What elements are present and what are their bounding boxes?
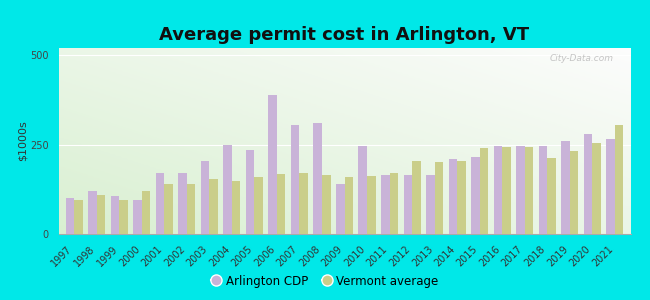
Bar	[133, 200, 142, 234]
Bar	[426, 175, 435, 234]
Bar	[412, 161, 421, 234]
Bar	[277, 174, 285, 234]
Bar	[142, 191, 150, 234]
Bar	[561, 141, 569, 234]
Bar	[457, 161, 465, 234]
Bar	[615, 125, 623, 234]
Bar	[111, 196, 120, 234]
Bar	[358, 146, 367, 234]
Bar	[569, 151, 578, 234]
Bar	[178, 173, 187, 234]
Bar	[300, 173, 308, 234]
Bar	[254, 177, 263, 234]
Bar	[224, 145, 232, 234]
Bar	[209, 178, 218, 234]
Bar	[88, 191, 97, 234]
Bar	[66, 198, 74, 234]
Bar	[344, 177, 353, 234]
Bar	[97, 195, 105, 234]
Bar	[584, 134, 592, 234]
Bar	[268, 94, 277, 234]
Bar	[187, 184, 196, 234]
Bar	[367, 176, 376, 234]
Bar	[120, 200, 128, 234]
Bar	[547, 158, 556, 234]
Bar	[389, 173, 398, 234]
Bar	[201, 161, 209, 234]
Bar	[232, 181, 240, 234]
Bar	[404, 175, 412, 234]
Bar	[336, 184, 344, 234]
Bar	[516, 146, 525, 234]
Bar	[606, 139, 615, 234]
Bar	[74, 200, 83, 234]
Bar	[448, 159, 457, 234]
Bar	[539, 146, 547, 234]
Bar	[493, 146, 502, 234]
Text: City-Data.com: City-Data.com	[549, 54, 614, 63]
Bar	[435, 163, 443, 234]
Bar	[313, 123, 322, 234]
Bar	[471, 157, 480, 234]
Bar	[592, 143, 601, 234]
Bar	[381, 175, 389, 234]
Title: Average permit cost in Arlington, VT: Average permit cost in Arlington, VT	[159, 26, 530, 44]
Bar	[480, 148, 488, 234]
Bar	[322, 175, 331, 234]
Y-axis label: $1000s: $1000s	[18, 121, 27, 161]
Bar	[502, 147, 511, 234]
Legend: Arlington CDP, Vermont average: Arlington CDP, Vermont average	[208, 271, 442, 291]
Bar	[525, 147, 533, 234]
Bar	[246, 150, 254, 234]
Bar	[156, 173, 164, 234]
Bar	[291, 125, 300, 234]
Bar	[164, 184, 173, 234]
